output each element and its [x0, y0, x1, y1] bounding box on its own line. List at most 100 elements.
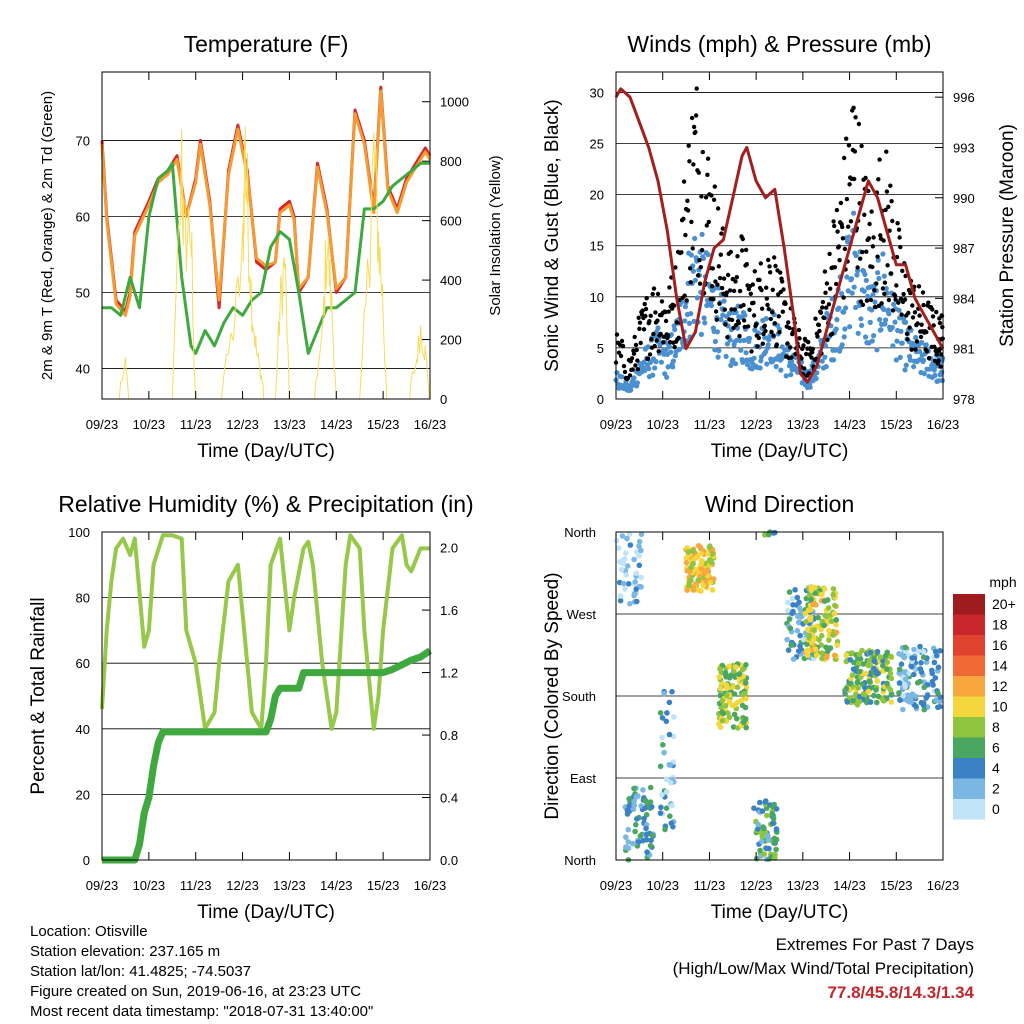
data-point: [789, 610, 795, 617]
data-point: [650, 291, 655, 297]
legend-swatch: [953, 758, 985, 779]
data-point: [624, 563, 631, 569]
data-point: [773, 846, 779, 853]
data-point: [891, 301, 897, 307]
data-point: [620, 343, 626, 349]
data-point: [800, 636, 807, 643]
data-point: [752, 269, 757, 274]
data-point: [828, 618, 835, 625]
data-point: [880, 251, 886, 257]
data-point: [846, 143, 852, 148]
y-tick-label: North: [564, 525, 596, 540]
data-point: [930, 314, 936, 319]
x-tick-label: 16/23: [927, 878, 960, 893]
data-point: [806, 339, 811, 345]
data-point: [833, 326, 839, 332]
data-point: [810, 346, 816, 352]
data-point: [882, 321, 888, 327]
chart-panel-1: 40 50 60 70 0 200 400 600 800 1000 Temperature (F)…: [39, 31, 504, 462]
data-point: [766, 306, 771, 312]
data-point: [682, 293, 687, 298]
data-point: [875, 254, 880, 259]
y-axis-label-right: Solar Insolation (Yellow): [487, 155, 504, 315]
data-point: [911, 364, 917, 370]
data-point: [663, 318, 669, 324]
data-point: [631, 590, 638, 597]
data-point: [746, 335, 753, 341]
data-point: [765, 342, 771, 348]
data-point: [728, 362, 734, 368]
data-point: [832, 265, 838, 270]
x-tick-label: 12/23: [740, 417, 773, 432]
data-point: [818, 310, 824, 315]
data-point: [904, 331, 910, 336]
data-point: [929, 678, 936, 685]
legend-swatch: [953, 635, 985, 656]
x-tick-label: 12/23: [740, 878, 773, 893]
data-point: [648, 837, 654, 844]
data-point: [819, 655, 825, 662]
data-point: [822, 315, 827, 321]
data-point: [896, 651, 902, 657]
y-tick-label: 100: [68, 525, 90, 540]
x-axis-label: Time (Day/UTC): [711, 441, 849, 462]
legend-swatch: [953, 696, 985, 717]
data-point: [879, 301, 884, 306]
data-point: [761, 825, 767, 832]
data-point: [683, 232, 688, 238]
legend-label: 10: [992, 699, 1008, 715]
data-point: [743, 247, 749, 253]
data-point: [901, 654, 908, 661]
data-point: [872, 299, 878, 305]
data-point: [642, 797, 649, 804]
data-point: [655, 318, 660, 323]
data-point: [803, 618, 809, 625]
data-point: [890, 308, 896, 313]
y-tick-label-right: 1000: [440, 95, 469, 110]
data-point: [900, 706, 906, 713]
data-point: [806, 371, 812, 376]
legend-label: 12: [992, 678, 1008, 694]
data-point: [826, 637, 832, 643]
data-point: [643, 831, 650, 838]
data-point: [880, 663, 886, 669]
data-point: [642, 367, 648, 374]
data-point: [762, 323, 767, 328]
data-point: [661, 690, 667, 697]
data-point: [786, 320, 791, 325]
data-point: [671, 303, 677, 308]
data-point: [873, 668, 879, 674]
data-point: [638, 531, 645, 538]
data-point: [871, 235, 876, 240]
data-point: [643, 313, 648, 319]
legend-swatch: [953, 799, 985, 820]
data-point: [625, 839, 631, 845]
legend-swatch: [953, 676, 985, 697]
data-point: [888, 675, 895, 682]
data-point: [918, 334, 924, 340]
data-point: [877, 317, 883, 323]
data-point: [744, 262, 749, 267]
data-point: [800, 346, 805, 351]
data-point: [758, 261, 763, 266]
data-point: [669, 688, 675, 695]
data-point: [892, 293, 898, 298]
data-point: [898, 328, 904, 334]
data-point: [655, 291, 661, 297]
data-point: [831, 357, 837, 363]
data-point: [915, 648, 922, 654]
data-point: [808, 607, 814, 613]
data-point: [685, 208, 691, 213]
data-point: [929, 667, 935, 674]
data-point: [730, 684, 737, 690]
data-point: [838, 200, 844, 206]
data-point: [622, 369, 628, 375]
data-point: [631, 785, 637, 792]
data-point: [738, 697, 744, 704]
data-point: [767, 264, 772, 269]
data-point: [764, 361, 770, 367]
data-point: [682, 318, 688, 324]
data-point: [815, 614, 821, 621]
data-point: [717, 692, 724, 699]
data-point: [821, 622, 827, 629]
